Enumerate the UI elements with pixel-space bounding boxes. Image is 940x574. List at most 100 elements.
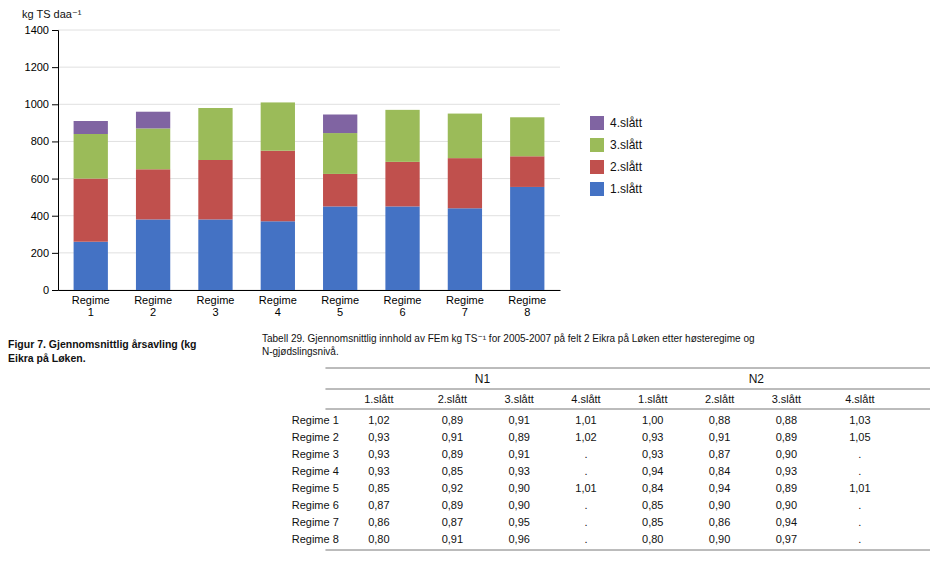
- table-column-header: 3.slått: [505, 393, 534, 405]
- grid-line: [58, 290, 560, 291]
- table-column-header: 4.slått: [845, 393, 874, 405]
- table-cell: 1,01: [849, 482, 870, 494]
- tick-mark: [52, 141, 58, 142]
- table-cell: 0,90: [508, 499, 529, 511]
- legend-label: 2.slått: [610, 160, 643, 174]
- bar: [198, 160, 232, 219]
- table-cell: 0,94: [642, 465, 663, 477]
- table-cell: 0,90: [709, 499, 730, 511]
- tick-label-line: 3: [212, 306, 218, 318]
- tick: Regime8: [508, 290, 546, 318]
- tick-label: 200: [31, 247, 49, 259]
- tick-label: 800: [31, 135, 49, 147]
- bar: [510, 117, 544, 156]
- tick-label-line: 1: [88, 306, 94, 318]
- grid-line: [58, 141, 560, 142]
- bar: [198, 219, 232, 290]
- bar: [136, 128, 170, 169]
- bar: [74, 134, 108, 179]
- bar: [448, 158, 482, 208]
- bar: [136, 219, 170, 290]
- table-cell: .: [858, 465, 861, 477]
- table-cell: .: [584, 516, 587, 528]
- table-cell: 0,93: [508, 465, 529, 477]
- tick-label: Regime7: [446, 294, 484, 319]
- table-cell: .: [858, 448, 861, 460]
- tick-label: Regime8: [508, 294, 546, 319]
- table-row-label: Regime 7: [292, 516, 339, 528]
- table: Tabell 29. Gjennomsnittlig innhold av FE…: [262, 333, 930, 550]
- table-caption: N-gjødslingsnivå.: [262, 346, 339, 357]
- table-cell: 0,90: [508, 482, 529, 494]
- table-cell: 0,90: [776, 499, 797, 511]
- tick-label-line: Regime: [197, 294, 235, 306]
- table-row-label: Regime 8: [292, 533, 339, 545]
- table-cell: .: [858, 516, 861, 528]
- grid-line: [58, 215, 560, 216]
- bar: [74, 242, 108, 290]
- grid-line: [58, 30, 560, 31]
- tick: Regime6: [384, 290, 422, 318]
- bar: [510, 117, 544, 118]
- tick-mark: [52, 290, 58, 291]
- bar: [448, 208, 482, 290]
- table-row-label: Regime 1: [292, 414, 339, 426]
- table-column-header: 2.slått: [705, 393, 734, 405]
- bar: [74, 121, 108, 134]
- table-cell: 0,87: [442, 516, 463, 528]
- table-rule: [325, 368, 930, 369]
- table-cell: 0,85: [368, 482, 389, 494]
- tick-label: 1200: [25, 61, 49, 73]
- table-cell: 0,93: [368, 431, 389, 443]
- legend-swatch: [590, 182, 604, 196]
- table-cell: 0,91: [442, 533, 463, 545]
- bar: [261, 221, 295, 290]
- tick-mark: [52, 67, 58, 68]
- tick-label-line: 2: [150, 306, 156, 318]
- table-cell: 1,00: [642, 414, 663, 426]
- axis-line: [59, 290, 561, 291]
- table-cell: 1,02: [575, 431, 596, 443]
- legend-swatch: [590, 138, 604, 152]
- legend-label: 4.slått: [610, 116, 643, 130]
- grid-line: [58, 252, 560, 253]
- axis-line: [52, 31, 59, 291]
- tick-label: Regime6: [384, 294, 422, 319]
- caption: Eikra på Løken.: [8, 352, 86, 364]
- tick-mark: [52, 179, 58, 180]
- grid-line: [58, 178, 560, 179]
- bar: [385, 162, 419, 207]
- bar: [198, 108, 232, 109]
- table-cell: 0,86: [368, 516, 389, 528]
- table-cell: .: [858, 533, 861, 545]
- grid-line: [58, 104, 560, 105]
- table-cell: 0,87: [368, 499, 389, 511]
- tick: 1200: [25, 61, 58, 73]
- tick-label: 600: [31, 173, 49, 185]
- tick: Regime3: [197, 290, 235, 318]
- table-row-label: Regime 4: [292, 465, 339, 477]
- legend-swatch: [590, 160, 604, 174]
- tick-label-line: 8: [524, 306, 530, 318]
- table-cell: 0,91: [442, 431, 463, 443]
- bar: [510, 187, 544, 290]
- bar: [261, 102, 295, 150]
- table-row-label: Regime 5: [292, 482, 339, 494]
- legend-item: 2.slått: [590, 160, 643, 174]
- tick-label: Regime2: [134, 294, 172, 319]
- tick-label: Regime3: [197, 294, 235, 319]
- table-cell: .: [584, 465, 587, 477]
- table-group-header: N1: [475, 372, 491, 386]
- table-cell: 0,91: [508, 448, 529, 460]
- tick-label-line: Regime: [446, 294, 484, 306]
- bar: [323, 174, 357, 207]
- tick: 800: [31, 135, 58, 147]
- table-cell: 0,80: [642, 533, 663, 545]
- bar: [323, 133, 357, 174]
- tick-label-line: Regime: [72, 294, 110, 306]
- table-group-header: N2: [749, 372, 765, 386]
- tick-label-line: Regime: [259, 294, 297, 306]
- table-cell: .: [858, 499, 861, 511]
- legend-item: 1.slått: [590, 182, 643, 196]
- table-cell: 0,85: [642, 516, 663, 528]
